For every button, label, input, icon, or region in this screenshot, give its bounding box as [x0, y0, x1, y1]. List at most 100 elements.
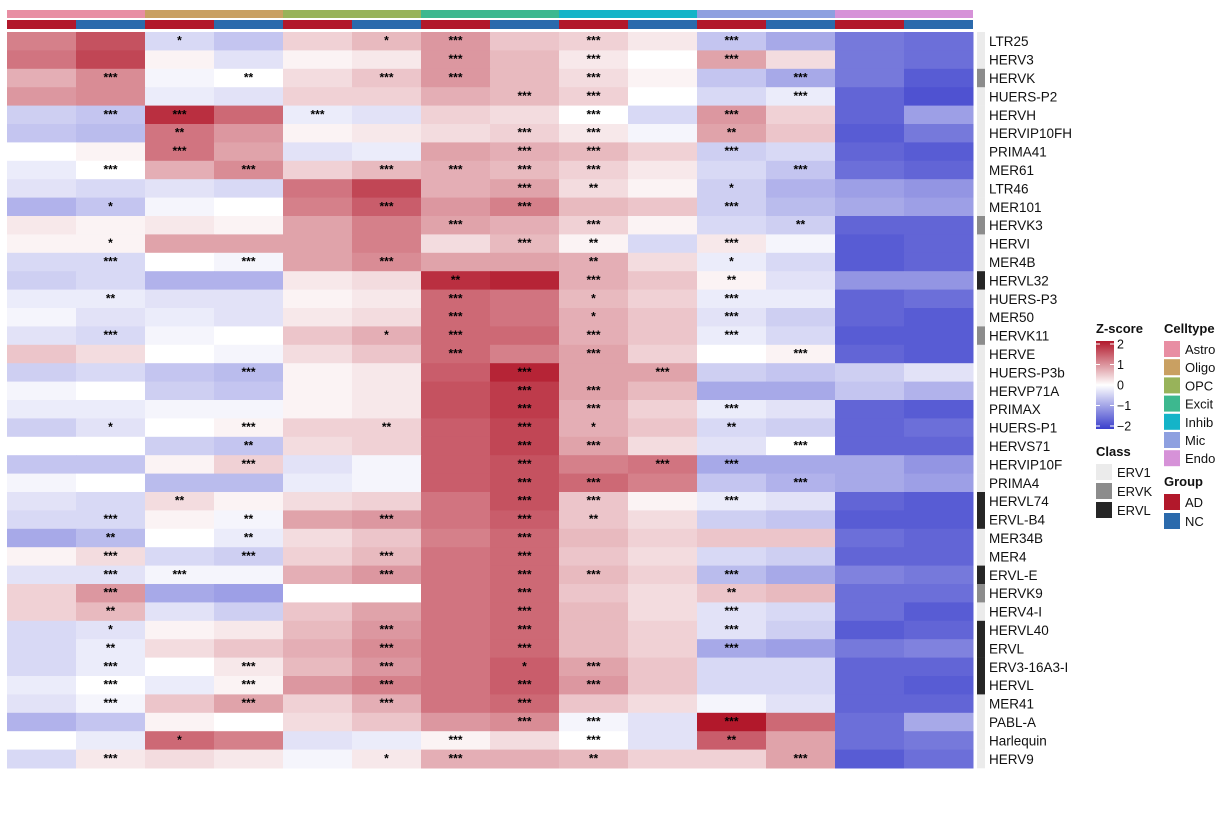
heatmap-cell [835, 584, 905, 603]
class-annotation-cell [977, 179, 985, 198]
significance-mark: ** [589, 512, 599, 526]
heatmap-cell [421, 676, 491, 695]
heatmap-cell [421, 492, 491, 511]
significance-mark: *** [793, 89, 807, 103]
significance-mark: *** [724, 34, 738, 48]
heatmap-cell [214, 234, 284, 254]
celltype-legend-label: Astro [1185, 342, 1215, 357]
heatmap-cell [145, 68, 215, 88]
significance-mark: *** [586, 89, 600, 103]
celltype-annotation-cell [76, 10, 145, 18]
heatmap-cell [628, 436, 698, 456]
heatmap-cell [145, 584, 215, 603]
heatmap-cell [766, 124, 836, 143]
heatmap-cell [628, 252, 698, 272]
heatmap-cell [7, 455, 77, 475]
heatmap-cell [766, 32, 836, 51]
heatmap-cell [214, 252, 284, 272]
class-annotation-cell [977, 344, 985, 364]
significance-mark: *** [517, 494, 531, 508]
heatmap-cell [214, 455, 284, 475]
heatmap-cell [214, 510, 284, 530]
significance-mark: * [108, 420, 113, 434]
significance-mark: *** [724, 494, 738, 508]
heatmap-cell [904, 252, 974, 272]
heatmap-cell [145, 602, 215, 622]
heatmap-cell [490, 657, 560, 677]
heatmap-cell [904, 749, 974, 769]
significance-mark: *** [103, 163, 117, 177]
significance-mark: *** [241, 659, 255, 673]
celltype-legend-label: Oligo [1185, 360, 1215, 375]
significance-mark: *** [724, 567, 738, 581]
significance-mark: *** [517, 439, 531, 453]
heatmap-cell [145, 50, 215, 70]
heatmap-cell [283, 271, 353, 291]
row-label: HERVI [989, 237, 1030, 252]
class-annotation-cell [977, 639, 985, 658]
heatmap-cell [283, 473, 353, 493]
heatmap-cell [214, 565, 284, 585]
heatmap-cell [490, 344, 560, 364]
heatmap-cell [559, 179, 629, 199]
significance-mark: *** [724, 641, 738, 655]
heatmap-cell [421, 620, 491, 640]
celltype-annotation-cell [628, 10, 697, 18]
significance-mark: *** [724, 144, 738, 158]
heatmap-cell [766, 216, 836, 235]
heatmap-cell [76, 694, 146, 714]
heatmap-cell [352, 216, 422, 235]
heatmap-cell [352, 326, 422, 346]
heatmap-cell [766, 363, 836, 383]
heatmap-cell [214, 32, 284, 51]
significance-mark: *** [517, 475, 531, 489]
heatmap-cell [559, 363, 629, 383]
heatmap-cell [766, 455, 836, 475]
class-legend-swatch [1096, 464, 1112, 480]
heatmap-cell [490, 602, 560, 622]
heatmap-cell [628, 105, 698, 125]
significance-mark: *** [448, 347, 462, 361]
heatmap-cell [835, 455, 905, 475]
heatmap-cell [835, 749, 905, 769]
significance-mark: *** [103, 751, 117, 765]
significance-mark: * [384, 34, 389, 48]
group-annotation-cell [352, 20, 421, 29]
heatmap-cell [352, 602, 422, 622]
heatmap-cell [559, 289, 629, 309]
celltype-annotation-cell [145, 10, 214, 18]
heatmap-cell [283, 326, 353, 346]
significance-mark: *** [517, 567, 531, 581]
heatmap-cell [904, 289, 974, 309]
celltype-legend-swatch [1164, 395, 1180, 412]
celltype-annotation-cell [766, 10, 835, 18]
heatmap-cell [214, 363, 284, 383]
heatmap-cell [214, 142, 284, 162]
heatmap-cell [7, 326, 77, 346]
significance-mark: *** [448, 733, 462, 747]
heatmap-cell [352, 142, 422, 162]
heatmap-cell [766, 639, 836, 659]
class-annotation-cell [977, 492, 985, 511]
row-label: MER34B [989, 531, 1043, 546]
heatmap-cell [697, 160, 767, 180]
heatmap-cell [214, 694, 284, 714]
heatmap-cell [697, 657, 767, 677]
heatmap-cell [145, 565, 215, 585]
heatmap-cell [352, 492, 422, 511]
row-label: HERVIP10FH [989, 126, 1072, 141]
heatmap-cell [904, 50, 974, 70]
heatmap-cell [283, 87, 353, 107]
heatmap-cell [697, 179, 767, 199]
row-label: MER61 [989, 163, 1034, 178]
heatmap-cell [766, 344, 836, 364]
heatmap-cell [76, 326, 146, 346]
heatmap-cell [835, 381, 905, 401]
heatmap-cell [559, 50, 629, 70]
heatmap-cell [145, 160, 215, 180]
heatmap-cell [697, 308, 767, 327]
heatmap-cell [352, 197, 422, 217]
heatmap-cell [490, 510, 560, 530]
significance-mark: *** [379, 512, 393, 526]
heatmap-cell [145, 142, 215, 162]
